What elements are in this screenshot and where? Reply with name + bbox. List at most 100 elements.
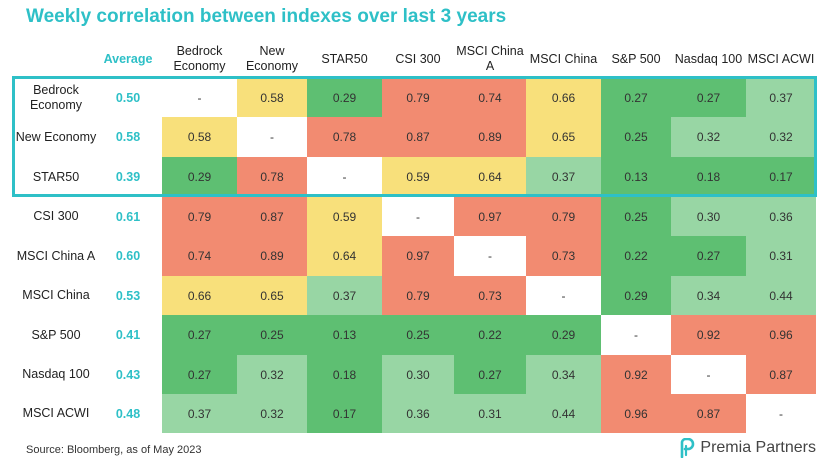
heatmap-cell: 0.79 xyxy=(162,197,237,236)
heatmap-cell: 0.37 xyxy=(307,276,382,315)
heatmap-cell: 0.78 xyxy=(237,157,307,197)
average-header: Average xyxy=(103,51,153,66)
row-average: 0.41 xyxy=(115,328,141,342)
row-average: 0.48 xyxy=(115,406,141,421)
heatmap-cell: 0.73 xyxy=(454,276,526,315)
heatmap-cell: 0.97 xyxy=(454,197,526,236)
heatmap-cell: 0.22 xyxy=(601,236,671,276)
heatmap-cell: 0.87 xyxy=(237,197,307,236)
column-header-star50: STAR50 xyxy=(321,51,368,66)
row-average: 0.60 xyxy=(115,249,141,263)
heatmap-cell: - xyxy=(307,157,382,197)
heatmap-cell: 0.44 xyxy=(526,394,601,433)
chart-title: Weekly correlation between indexes over … xyxy=(26,6,507,27)
premia-partners-logo: Premia Partners xyxy=(679,438,816,458)
column-header-msci-china: MSCI China xyxy=(529,51,598,66)
heatmap-cell: - xyxy=(671,355,746,394)
heatmap-cell: 0.30 xyxy=(382,355,454,394)
heatmap-cell: 0.96 xyxy=(746,315,816,355)
heatmap-cell: 0.37 xyxy=(526,157,601,197)
row-label-nasdaq-100: Nasdaq 100 xyxy=(22,367,90,381)
column-header-nasdaq-100: Nasdaq 100 xyxy=(674,51,743,66)
heatmap-cell: 0.87 xyxy=(382,117,454,157)
heatmap-cell: - xyxy=(454,236,526,276)
heatmap-cell: 0.25 xyxy=(237,315,307,355)
heatmap-cell: 0.27 xyxy=(454,355,526,394)
heatmap-cell: 0.27 xyxy=(162,315,237,355)
column-header-msci-china-a: MSCI China A xyxy=(456,44,524,73)
heatmap-cell: 0.79 xyxy=(382,78,454,117)
row-label-bedrock-economy: Bedrock Economy xyxy=(29,82,83,112)
heatmap-cell: 0.22 xyxy=(454,315,526,355)
heatmap-cell: 0.74 xyxy=(162,236,237,276)
row-label-msci-china-a: MSCI China A xyxy=(16,248,96,263)
row-label-csi-300: CSI 300 xyxy=(33,209,79,223)
heatmap-cell: 0.79 xyxy=(526,197,601,236)
row-average: 0.43 xyxy=(115,367,141,382)
column-header-bedrock-economy: Bedrock Economy xyxy=(173,44,226,73)
heatmap-cell: 0.29 xyxy=(307,78,382,117)
column-header-new-economy: New Economy xyxy=(245,44,299,73)
heatmap-cell: - xyxy=(601,315,671,355)
heatmap-cell: 0.87 xyxy=(671,394,746,433)
column-header-msci-acwi: MSCI ACWI xyxy=(747,51,815,66)
premia-logo-icon xyxy=(681,438,695,458)
heatmap-cell: 0.36 xyxy=(746,197,816,236)
heatmap-cell: 0.66 xyxy=(162,276,237,315)
column-header-sandp-500: S&P 500 xyxy=(611,51,661,66)
row-average: 0.50 xyxy=(115,90,141,105)
heatmap-cell: 0.87 xyxy=(746,355,816,394)
heatmap-cell: 0.18 xyxy=(671,157,746,197)
heatmap-cell: 0.37 xyxy=(746,78,816,117)
heatmap-cell: 0.17 xyxy=(307,394,382,433)
heatmap-cell: 0.89 xyxy=(237,236,307,276)
heatmap-cell: 0.96 xyxy=(601,394,671,433)
heatmap-cell: - xyxy=(746,394,816,433)
heatmap-cell: 0.73 xyxy=(526,236,601,276)
heatmap-cell: 0.65 xyxy=(237,276,307,315)
heatmap-cell: 0.25 xyxy=(382,315,454,355)
heatmap-cell: 0.58 xyxy=(237,78,307,117)
heatmap-cell: 0.17 xyxy=(746,157,816,197)
heatmap-cell: 0.32 xyxy=(746,117,816,157)
column-header-csi-300: CSI 300 xyxy=(395,51,441,66)
heatmap-cell: 0.59 xyxy=(382,157,454,197)
heatmap-cell: 0.74 xyxy=(454,78,526,117)
heatmap-cell: 0.13 xyxy=(307,315,382,355)
heatmap-cell: 0.64 xyxy=(307,236,382,276)
heatmap-cell: - xyxy=(526,276,601,315)
heatmap-cell: 0.27 xyxy=(601,78,671,117)
heatmap-cell: 0.92 xyxy=(671,315,746,355)
heatmap-cell: 0.36 xyxy=(382,394,454,433)
heatmap-cell: 0.97 xyxy=(382,236,454,276)
heatmap-cell: 0.13 xyxy=(601,157,671,197)
heatmap-cell: 0.92 xyxy=(601,355,671,394)
row-label-msci-acwi: MSCI ACWI xyxy=(22,406,90,420)
heatmap-cell: 0.27 xyxy=(671,236,746,276)
heatmap-cell: 0.32 xyxy=(237,355,307,394)
heatmap-cell: 0.30 xyxy=(671,197,746,236)
heatmap-cell: 0.78 xyxy=(307,117,382,157)
heatmap-cell: 0.31 xyxy=(746,236,816,276)
row-average: 0.53 xyxy=(115,288,141,303)
heatmap-cell: - xyxy=(162,78,237,117)
heatmap-cell: 0.66 xyxy=(526,78,601,117)
heatmap-cell: 0.25 xyxy=(601,197,671,236)
heatmap-cell: - xyxy=(237,117,307,157)
heatmap-cell: 0.29 xyxy=(162,157,237,197)
heatmap-cell: 0.29 xyxy=(601,276,671,315)
row-average: 0.39 xyxy=(115,170,141,184)
heatmap-cell: 0.79 xyxy=(382,276,454,315)
heatmap-cell: 0.25 xyxy=(601,117,671,157)
heatmap-cell: 0.89 xyxy=(454,117,526,157)
row-average: 0.58 xyxy=(115,130,141,144)
row-label-new-economy: New Economy xyxy=(15,129,97,144)
heatmap-cell: 0.58 xyxy=(162,117,237,157)
heatmap-cell: 0.31 xyxy=(454,394,526,433)
heatmap-cell: 0.29 xyxy=(526,315,601,355)
source-note: Source: Bloomberg, as of May 2023 xyxy=(26,444,202,456)
heatmap-cell: - xyxy=(382,197,454,236)
heatmap-cell: 0.27 xyxy=(671,78,746,117)
heatmap-cell: 0.34 xyxy=(526,355,601,394)
row-label-msci-china: MSCI China xyxy=(22,288,90,302)
